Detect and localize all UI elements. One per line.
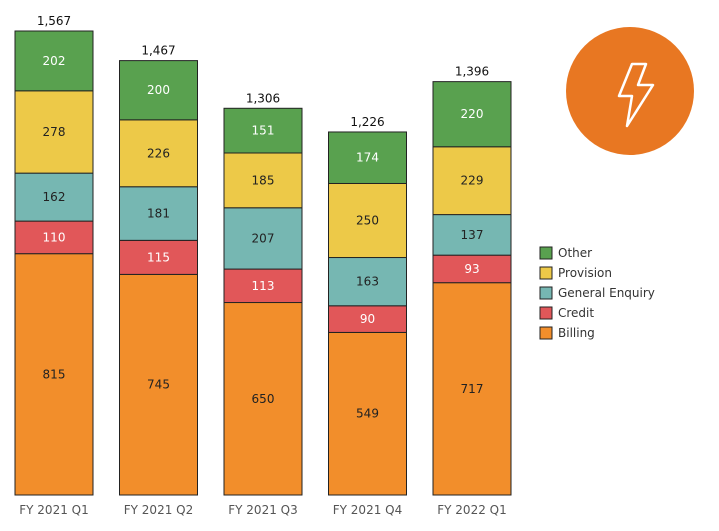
segment-value-label: 250: [356, 214, 379, 228]
segment-value-label: 207: [252, 231, 275, 245]
bar-total-label: 1,467: [141, 44, 175, 58]
segment-value-label: 151: [252, 124, 275, 138]
bar-segment: [432, 146, 512, 216]
bar-segment: [223, 207, 303, 270]
legend-label: Credit: [558, 306, 594, 320]
segment-value-label: 650: [252, 392, 275, 406]
bar-segment: [119, 60, 198, 121]
bar-segment: [119, 273, 198, 496]
legend-label: Other: [558, 246, 592, 260]
legend-label: Provision: [558, 266, 612, 280]
legend-swatch: [539, 306, 553, 320]
bar-segment: [223, 107, 303, 154]
bar-segment: [328, 182, 407, 259]
bar-segment: [119, 119, 198, 188]
bar-segment: [14, 90, 94, 174]
badge-circle: [566, 27, 694, 155]
bar-segment: [14, 30, 94, 92]
bars-group: 815 110 162 278 202 1,567 FY 2021 Q1 745 115 181 2…: [14, 14, 512, 517]
category-tick-label: FY 2022 Q1: [437, 503, 506, 517]
category-tick-label: FY 2021 Q3: [228, 503, 297, 517]
segment-value-label: 549: [356, 407, 379, 421]
segment-value-label: 200: [147, 83, 170, 97]
bar-segment: [432, 282, 512, 496]
category-tick-label: FY 2021 Q2: [124, 503, 193, 517]
segment-value-label: 110: [43, 230, 66, 244]
segment-value-label: 229: [461, 174, 484, 188]
segment-value-label: 185: [252, 173, 275, 187]
bar-total-label: 1,306: [246, 91, 280, 105]
legend-swatch: [539, 246, 553, 260]
segment-value-label: 93: [464, 262, 479, 276]
category-tick-label: FY 2021 Q1: [19, 503, 88, 517]
bar-total-label: 1,226: [350, 115, 384, 129]
bar-segment: [328, 257, 407, 307]
segment-value-label: 137: [461, 228, 484, 242]
bar-segment: [119, 186, 198, 241]
segment-value-label: 745: [147, 378, 170, 392]
segment-value-label: 90: [360, 312, 375, 326]
segment-value-label: 181: [147, 207, 170, 221]
legend: Other Provision General Enquiry Credit Billi…: [539, 246, 655, 340]
bar-segment: [328, 305, 407, 333]
bar-segment: [14, 253, 94, 496]
lightning-badge: [566, 27, 694, 155]
segment-value-label: 278: [43, 125, 66, 139]
segment-value-label: 174: [356, 151, 379, 165]
category-tick-label: FY 2021 Q4: [333, 503, 402, 517]
bar-segment: [14, 220, 94, 255]
segment-value-label: 202: [43, 54, 66, 68]
bar-total-label: 1,567: [37, 14, 71, 28]
legend-swatch: [539, 326, 553, 340]
bar-total-label: 1,396: [455, 65, 489, 79]
legend-swatch: [539, 286, 553, 300]
legend-label: Billing: [558, 326, 595, 340]
bar-segment: [119, 239, 198, 275]
bar-segment: [432, 81, 512, 148]
segment-value-label: 162: [43, 190, 66, 204]
segment-value-label: 113: [252, 279, 275, 293]
segment-value-label: 163: [356, 275, 379, 289]
bar-segment: [328, 131, 407, 184]
bar-segment: [223, 268, 303, 304]
segment-value-label: 115: [147, 250, 170, 264]
legend-label: General Enquiry: [558, 286, 655, 300]
lightning-bolt-icon: [617, 62, 655, 128]
bar-segment: [432, 214, 512, 256]
segment-value-label: 815: [43, 367, 66, 381]
legend-swatch: [539, 266, 553, 280]
bar-segment: [328, 331, 407, 496]
segment-value-label: 220: [461, 107, 484, 121]
bar-segment: [223, 302, 303, 496]
segment-value-label: 226: [147, 146, 170, 160]
segment-value-label: 717: [461, 382, 484, 396]
